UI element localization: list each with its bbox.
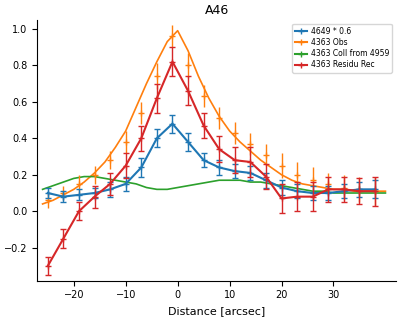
Legend: 4649 * 0.6, 4363 Obs, 4363 Coll from 4959, 4363 Residu Rec: 4649 * 0.6, 4363 Obs, 4363 Coll from 495… [292, 24, 392, 73]
X-axis label: Distance [arcsec]: Distance [arcsec] [168, 306, 265, 316]
Title: A46: A46 [204, 4, 229, 17]
